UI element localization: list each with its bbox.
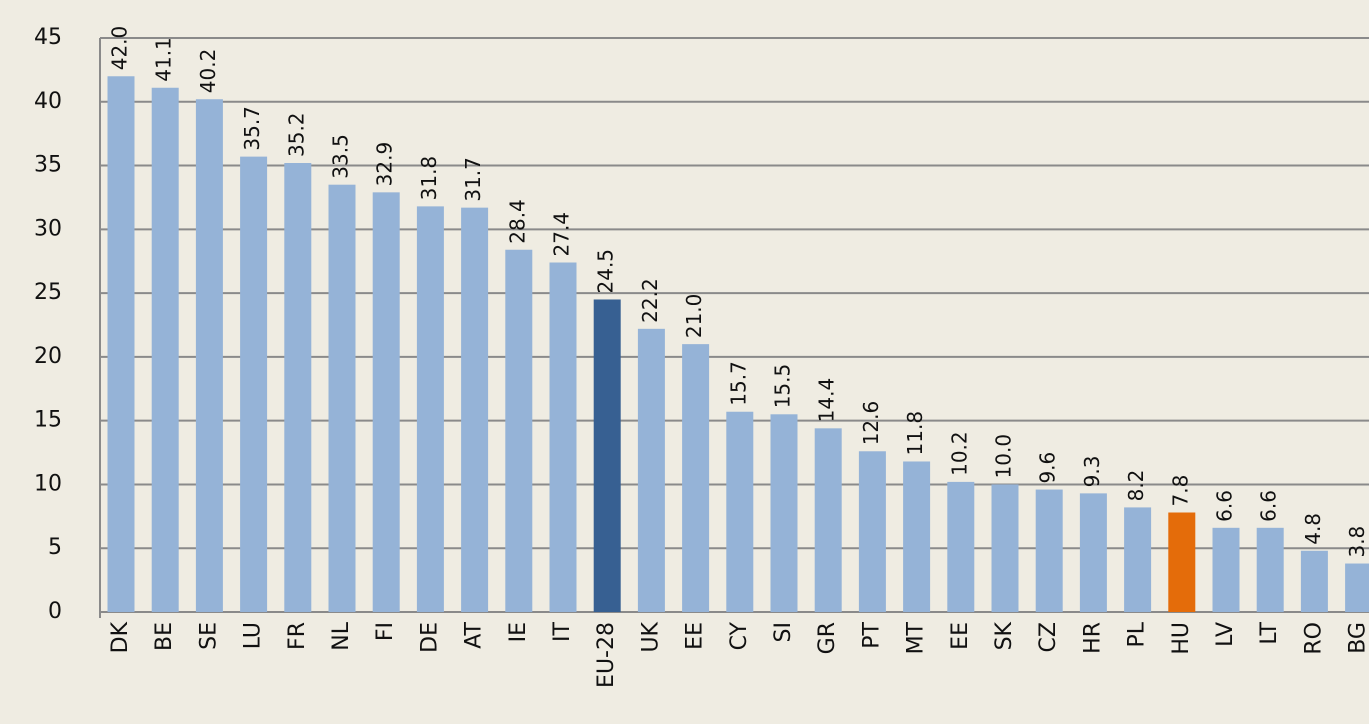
bar	[1256, 527, 1284, 612]
x-tick-label: HR	[1080, 622, 1105, 654]
bar	[814, 428, 842, 612]
x-tick-label: RO	[1301, 622, 1326, 655]
bar	[1035, 489, 1063, 612]
x-tick-label: AT	[462, 621, 487, 648]
bar	[107, 76, 135, 613]
x-tick-label: SE	[196, 622, 221, 650]
y-tick-label: 30	[34, 216, 62, 241]
value-label: 28.4	[505, 199, 529, 244]
value-label: 14.4	[815, 378, 839, 423]
value-label: 42.0	[108, 26, 132, 71]
value-label: 10.2	[947, 431, 971, 476]
bar	[726, 411, 754, 612]
value-label: 10.0	[992, 434, 1016, 479]
value-label: 9.6	[1036, 452, 1060, 484]
value-label: 35.7	[240, 106, 264, 151]
bar	[991, 484, 1019, 612]
x-tick-label: FR	[285, 622, 310, 650]
y-tick-label: 10	[34, 471, 62, 496]
x-tick-label: BG	[1346, 622, 1369, 654]
bar	[416, 206, 444, 612]
value-label: 41.1	[152, 37, 176, 82]
value-label: 33.5	[329, 134, 353, 179]
bar	[151, 87, 179, 613]
x-tick-label: EE	[683, 622, 708, 650]
value-label: 22.2	[638, 278, 662, 323]
bar	[1345, 563, 1369, 612]
x-tick-label: IE	[506, 622, 531, 642]
x-tick-label: EU-28	[594, 622, 619, 688]
x-tick-label: PT	[859, 621, 884, 648]
value-label: 31.7	[461, 157, 485, 202]
value-label: 15.5	[771, 364, 795, 409]
bar	[637, 328, 665, 612]
x-tick-label: FI	[373, 622, 398, 641]
bar	[328, 184, 356, 612]
bar	[1168, 512, 1196, 612]
bar	[284, 163, 312, 612]
value-label: 9.3	[1080, 456, 1104, 488]
x-tick-label: EE	[948, 622, 973, 650]
x-tick-label: CY	[727, 621, 752, 650]
value-label: 31.8	[417, 156, 441, 201]
value-label: 3.8	[1345, 526, 1369, 558]
y-tick-label: 0	[48, 599, 62, 624]
value-label: 27.4	[550, 212, 574, 257]
value-label: 40.2	[196, 49, 220, 94]
x-tick-label: NL	[329, 621, 354, 650]
bar	[195, 99, 223, 612]
bar	[505, 249, 533, 612]
bar	[770, 414, 798, 612]
bar	[1300, 550, 1328, 612]
value-label: 32.9	[373, 142, 397, 187]
y-tick-label: 25	[34, 280, 62, 305]
bar	[549, 262, 577, 612]
x-tick-label: IT	[550, 621, 575, 641]
x-tick-label: MT	[904, 621, 929, 654]
bar	[461, 207, 489, 612]
x-tick-label: DE	[417, 622, 442, 653]
bar	[1079, 493, 1107, 612]
bar	[1124, 507, 1152, 612]
bar	[372, 192, 400, 612]
x-tick-label: CZ	[1036, 622, 1061, 652]
x-tick-label: PL	[1125, 621, 1150, 647]
y-tick-label: 45	[34, 25, 62, 50]
x-tick-label: SK	[992, 621, 1017, 650]
y-tick-label: 35	[34, 153, 62, 178]
x-tick-label: HU	[1169, 622, 1194, 655]
bar	[947, 481, 975, 612]
value-label: 21.0	[682, 294, 706, 339]
value-label: 6.6	[1213, 490, 1237, 522]
value-label: 7.8	[1168, 475, 1192, 507]
bar	[240, 156, 268, 613]
bar	[903, 461, 931, 612]
x-tick-label: LV	[1213, 622, 1238, 647]
value-label: 8.2	[1124, 470, 1148, 502]
value-label: 6.6	[1257, 490, 1281, 522]
value-label: 15.7	[726, 361, 750, 406]
value-label: 35.2	[284, 112, 308, 157]
x-tick-label: UK	[638, 621, 663, 652]
value-label: 24.5	[594, 249, 618, 294]
bar	[682, 344, 710, 612]
value-label: 4.8	[1301, 513, 1325, 545]
bar	[593, 299, 621, 612]
value-label: 12.6	[859, 401, 883, 446]
y-tick-label: 20	[34, 344, 62, 369]
value-label: 11.8	[903, 411, 927, 456]
x-tick-label: LT	[1257, 621, 1282, 644]
bar	[858, 451, 886, 612]
bar	[1212, 527, 1240, 612]
y-tick-label: 5	[48, 535, 62, 560]
x-tick-label: SI	[771, 622, 796, 642]
y-tick-label: 40	[34, 89, 62, 114]
x-tick-label: DK	[108, 621, 133, 653]
x-tick-label: LU	[241, 622, 266, 649]
x-tick-label: GR	[815, 622, 840, 654]
y-tick-label: 15	[34, 408, 62, 433]
x-tick-label: BE	[152, 622, 177, 651]
